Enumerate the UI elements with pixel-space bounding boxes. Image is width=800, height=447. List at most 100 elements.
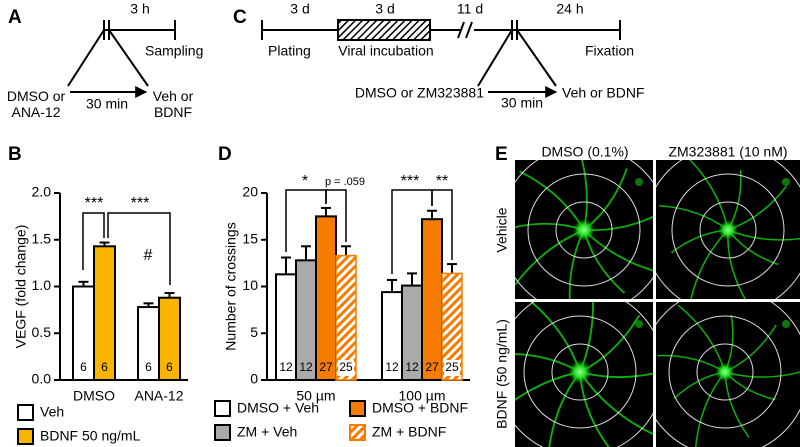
sholl-ring [551, 343, 609, 401]
treatment: Veh or BDNF [153, 88, 194, 120]
legend-swatch [349, 400, 366, 417]
y-tick-label: 20 [242, 184, 258, 200]
pretreatment: DMSO or ANA-12 [7, 88, 66, 120]
legend-label: DMSO + BDNF [372, 400, 468, 416]
x-tick-label: 50 µm [296, 388, 335, 404]
panel-label: A [8, 7, 22, 28]
event: Plating [268, 43, 311, 59]
annotation: * [302, 173, 308, 190]
y-axis-label: Number of crossings [223, 222, 239, 350]
legend-label: DMSO + Veh [237, 400, 319, 416]
bar [421, 218, 443, 381]
bar [441, 272, 463, 381]
cell [782, 320, 790, 328]
panel-label: E [495, 144, 508, 165]
column-label: DMSO (0.1%) [541, 144, 628, 160]
duration: 11 d [457, 1, 483, 17]
duration: 3 d [290, 1, 309, 17]
legend-swatch [17, 428, 34, 445]
y-tick-label: 5 [250, 324, 258, 340]
y-tick-label: 1.5 [32, 230, 52, 246]
y-tick-label: 15 [242, 230, 258, 246]
micrographs [515, 160, 800, 447]
x-tick-label: DMSO [73, 388, 115, 404]
incubation-box [337, 19, 431, 41]
panel-label: D [218, 144, 232, 165]
legend-swatch [214, 400, 231, 417]
legend-label: ZM + BDNF [372, 424, 446, 440]
soma [715, 362, 735, 382]
interval: 30 min [86, 96, 128, 112]
y-tick-label: 0.5 [32, 324, 52, 340]
treatment: Veh or BDNF [562, 85, 644, 101]
significance-bracket [107, 212, 171, 285]
event: Sampling [145, 43, 203, 59]
n-label: 12 [385, 360, 399, 374]
legend-label: BDNF 50 ng/mL [40, 428, 141, 444]
n-label-bg [338, 360, 354, 376]
y-tick-label: 10 [242, 277, 258, 293]
legend-label: ZM + Veh [237, 424, 297, 440]
sholl-ring [699, 201, 757, 259]
significance-bracket [82, 212, 105, 270]
duration: 24 h [556, 1, 583, 17]
break [465, 21, 473, 39]
y-tick-label: 1.0 [32, 277, 52, 293]
annotation: *** [85, 195, 104, 212]
annotation: p = .059 [325, 176, 365, 188]
legend-label: Veh [40, 404, 64, 420]
n-label: 25 [339, 360, 353, 374]
y-axis-label: VEGF (fold change) [13, 225, 29, 349]
n-label: 27 [319, 360, 333, 374]
sholl-ring [523, 315, 637, 429]
cell [635, 178, 643, 186]
event: Fixation [585, 43, 634, 59]
legend-swatch [214, 424, 231, 441]
row-label: BDNF (50 ng/mL) [494, 319, 510, 429]
annotation: # [144, 247, 153, 264]
n-label: 27 [425, 360, 439, 374]
connector [67, 29, 105, 87]
cell [635, 320, 643, 328]
connector [516, 29, 557, 87]
micrograph-content [656, 302, 800, 447]
annotation: ** [436, 173, 448, 190]
micrograph-content [515, 302, 653, 447]
sholl-ring [555, 201, 613, 259]
x-tick-label: ANA-12 [134, 388, 183, 404]
connector [108, 29, 149, 87]
n-label: 12 [279, 360, 293, 374]
n-label: 6 [80, 360, 87, 374]
event: Viral incubation [338, 43, 433, 59]
cell [782, 178, 790, 186]
y-tick-label: 2.0 [32, 184, 52, 200]
soma [573, 219, 595, 241]
duration: 3 d [375, 1, 394, 17]
y-tick-label: 0.0 [32, 371, 52, 387]
n-label: 6 [101, 360, 108, 374]
connector [477, 29, 513, 87]
annotation: *** [401, 173, 420, 190]
soma [568, 360, 592, 384]
sholl-ring [668, 315, 782, 429]
interval: 30 min [501, 95, 543, 111]
panel-e: E DMSO (0.1%) ZM323881 (10 nM) Vehicle B… [494, 144, 800, 447]
significance-bracket [431, 189, 453, 260]
panel-label: B [8, 144, 22, 165]
column-label: ZM323881 (10 nM) [668, 144, 787, 160]
n-label: 12 [299, 360, 313, 374]
legend-swatch [349, 424, 366, 441]
legend-swatch [17, 404, 34, 421]
duration: 3 h [130, 1, 149, 17]
sholl-ring [696, 343, 754, 401]
micrograph-content [656, 160, 800, 299]
bar [93, 245, 116, 381]
n-label-bg [444, 360, 460, 376]
row-label: Vehicle [494, 207, 510, 252]
panel-c: C 3 d 3 d 11 d 24 h Plating Viral incuba… [233, 1, 644, 111]
n-label: 25 [445, 360, 459, 374]
significance-bracket [325, 189, 347, 242]
break [457, 21, 465, 39]
sholl-ring [671, 173, 785, 287]
